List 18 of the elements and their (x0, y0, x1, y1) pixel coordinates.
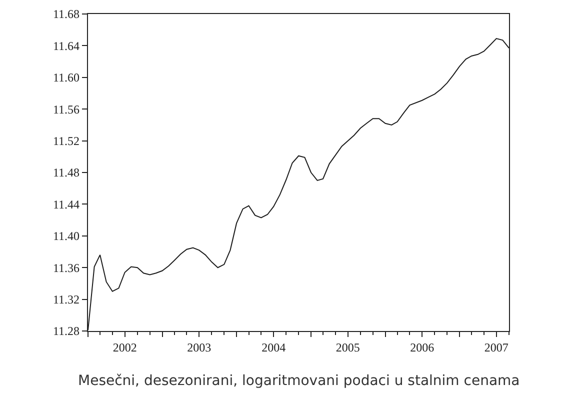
text: Mesečni, desezonirani, logaritmovani podaci u stalnim cenama (78, 373, 520, 389)
y-tick-label: 11.36 (52, 260, 80, 275)
x-tick-label: 2003 (187, 340, 212, 354)
y-tick-label: 11.48 (52, 166, 80, 180)
y-tick-label: 11.28 (52, 324, 80, 338)
x-tick-label: 2002 (112, 340, 137, 354)
y-tick-label: 11.40 (52, 229, 80, 244)
y-tick-label: 11.56 (52, 102, 80, 116)
y-tick-label: 11.32 (52, 292, 80, 306)
y-tick-label: 11.68 (52, 7, 80, 22)
y-tick-label: 11.52 (52, 134, 80, 148)
x-tick-label: 2004 (262, 340, 286, 354)
y-tick-label: 11.64 (52, 38, 80, 53)
y-tick-label: 11.44 (52, 197, 80, 212)
x-tick-label: 2006 (410, 340, 434, 354)
x-tick-label: 2007 (484, 340, 508, 354)
x-tick-label: 2005 (336, 340, 360, 354)
y-tick-label: 11.60 (52, 70, 80, 85)
